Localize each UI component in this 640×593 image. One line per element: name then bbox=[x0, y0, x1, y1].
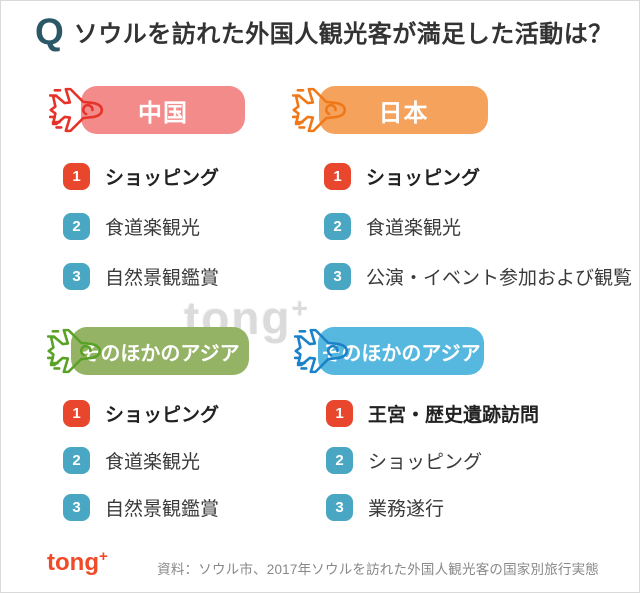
list-item: 3 業務遂行 bbox=[326, 494, 539, 521]
item-label: ショッピング bbox=[105, 168, 220, 189]
question-header: Q ソウルを訪れた外国人観光客が満足した活動は？ bbox=[35, 13, 613, 50]
source-citation: 資料：ソウル市、2017年ソウルを訪れた外国人観光客の国家別旅行実態 bbox=[157, 562, 599, 577]
rank-badge: 2 bbox=[63, 447, 90, 474]
rank-badge: 2 bbox=[326, 447, 353, 474]
ranking-list: 1 ショッピング 2 食道楽観光 3 自然景観鑑賞 bbox=[63, 163, 219, 290]
page-title: ソウルを訪れた外国人観光客が満足した活動は？ bbox=[73, 21, 613, 48]
list-item: 1 王宮・歴史遺跡訪問 bbox=[326, 400, 539, 427]
item-label: ショッピング bbox=[105, 405, 220, 426]
rank-badge: 2 bbox=[324, 213, 351, 240]
item-label: 王宮・歴史遺跡訪問 bbox=[368, 405, 540, 426]
item-label: 公演・イベント参加および観覧 bbox=[366, 268, 633, 289]
section-header-row: 日本 bbox=[292, 79, 554, 141]
list-item: 2 食道楽観光 bbox=[324, 213, 632, 240]
rank-badge: 1 bbox=[326, 400, 353, 427]
q-icon: Q bbox=[35, 11, 64, 52]
list-item: 1 ショッピング bbox=[324, 163, 632, 190]
rank-badge: 3 bbox=[326, 494, 353, 521]
section-japan: 日本 1 ショッピング 2 食道楽観光 3 公演・イベント参加および観覧 bbox=[292, 79, 632, 290]
rank-badge: 3 bbox=[63, 494, 90, 521]
country-badge: 日本 bbox=[319, 86, 488, 134]
rank-badge: 1 bbox=[63, 163, 90, 190]
rank-badge: 3 bbox=[63, 263, 90, 290]
list-item: 3 公演・イベント参加および観覧 bbox=[324, 263, 632, 290]
country-badge: そのほかのアジア bbox=[71, 327, 249, 375]
list-item: 3 自然景観鑑賞 bbox=[63, 494, 219, 521]
tong-watermark-plus: + bbox=[291, 292, 310, 324]
list-item: 2 食道楽観光 bbox=[63, 447, 219, 474]
list-item: 1 ショッピング bbox=[63, 163, 219, 190]
country-badge: 中国 bbox=[81, 86, 245, 134]
plane-icon bbox=[292, 87, 347, 133]
plane-icon bbox=[47, 328, 102, 374]
ranking-list: 1 王宮・歴史遺跡訪問 2 ショッピング 3 業務遂行 bbox=[326, 400, 539, 521]
rank-badge: 3 bbox=[324, 263, 351, 290]
item-label: 業務遂行 bbox=[368, 499, 445, 520]
item-label: 食道楽観光 bbox=[366, 218, 462, 239]
plane-icon bbox=[294, 328, 349, 374]
item-label: ショッピング bbox=[366, 168, 481, 189]
item-label: 食道楽観光 bbox=[105, 452, 201, 473]
section-other-asia-blue: そのほかのアジア 1 王宮・歴史遺跡訪問 2 ショッピング 3 業務遂行 bbox=[294, 320, 556, 521]
tong-logo: tong+ bbox=[47, 548, 108, 577]
section-china: 中国 1 ショッピング 2 食道楽観光 3 自然景観鑑賞 bbox=[49, 79, 311, 290]
section-header-row: そのほかのアジア bbox=[294, 320, 556, 382]
rank-badge: 1 bbox=[324, 163, 351, 190]
section-header-row: そのほかのアジア bbox=[47, 320, 309, 382]
item-label: ショッピング bbox=[368, 452, 483, 473]
item-label: 食道楽観光 bbox=[105, 218, 201, 239]
tong-logo-plus: + bbox=[98, 548, 108, 565]
plane-icon bbox=[49, 87, 104, 133]
item-label: 自然景観鑑賞 bbox=[105, 499, 220, 520]
section-header-row: 中国 bbox=[49, 79, 311, 141]
list-item: 1 ショッピング bbox=[63, 400, 219, 427]
list-item: 2 ショッピング bbox=[326, 447, 539, 474]
tong-logo-text: tong bbox=[47, 549, 99, 576]
item-label: 自然景観鑑賞 bbox=[105, 268, 220, 289]
section-other-asia-green: そのほかのアジア 1 ショッピング 2 食道楽観光 3 自然景観鑑賞 bbox=[47, 320, 309, 521]
list-item: 2 食道楽観光 bbox=[63, 213, 219, 240]
rank-badge: 2 bbox=[63, 213, 90, 240]
ranking-list: 1 ショッピング 2 食道楽観光 3 自然景観鑑賞 bbox=[63, 400, 219, 521]
rank-badge: 1 bbox=[63, 400, 90, 427]
ranking-list: 1 ショッピング 2 食道楽観光 3 公演・イベント参加および観覧 bbox=[324, 163, 632, 290]
list-item: 3 自然景観鑑賞 bbox=[63, 263, 219, 290]
